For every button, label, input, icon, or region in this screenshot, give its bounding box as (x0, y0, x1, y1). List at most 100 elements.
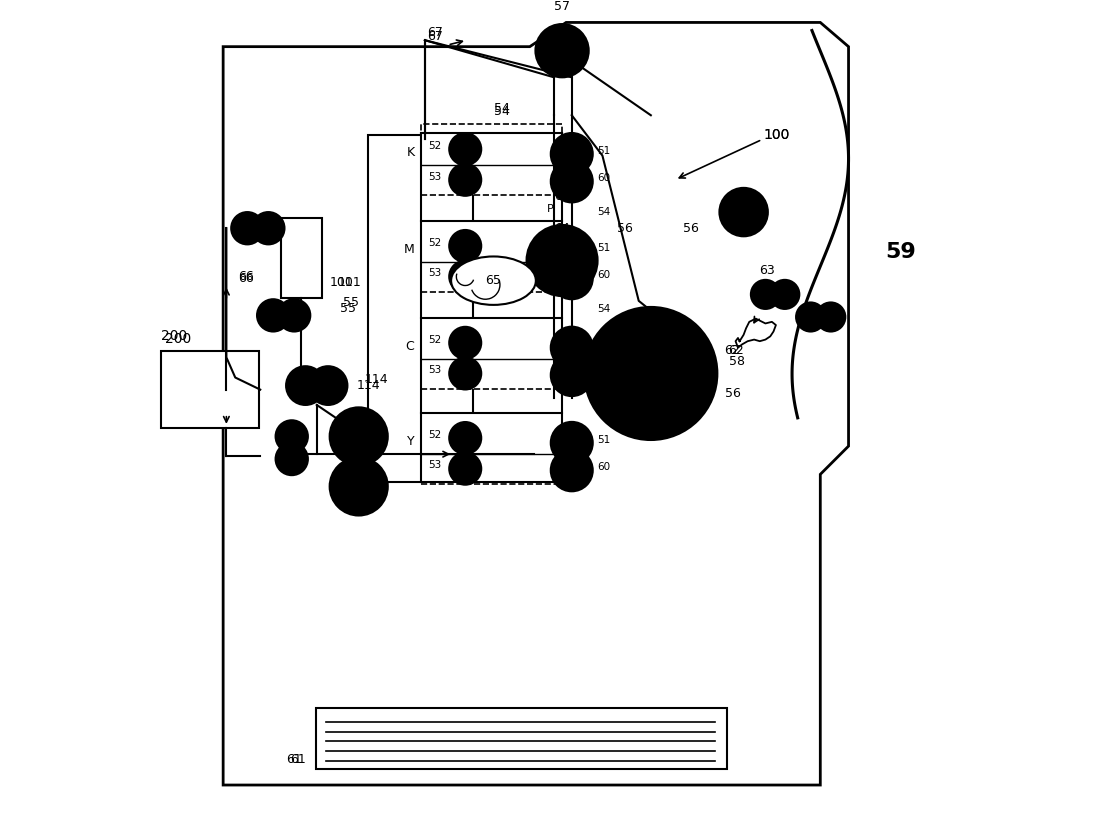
Text: 57: 57 (554, 28, 571, 41)
Text: 51: 51 (597, 146, 611, 155)
Circle shape (276, 420, 308, 452)
Circle shape (253, 212, 285, 245)
Text: 55: 55 (342, 296, 359, 309)
Text: 62: 62 (724, 344, 739, 357)
Circle shape (278, 299, 310, 331)
Bar (421, 221, 562, 292)
Text: 66: 66 (238, 270, 254, 283)
Circle shape (585, 308, 717, 439)
Ellipse shape (451, 257, 536, 305)
Text: 100: 100 (763, 128, 790, 142)
Text: 101: 101 (338, 276, 361, 289)
Text: 54: 54 (597, 207, 611, 217)
Text: 61: 61 (286, 753, 301, 766)
Text: 63: 63 (768, 286, 782, 296)
Circle shape (796, 303, 825, 331)
Text: 64: 64 (554, 222, 570, 235)
Circle shape (535, 24, 588, 78)
Text: 53: 53 (428, 366, 441, 375)
Circle shape (770, 280, 799, 309)
Circle shape (449, 230, 481, 262)
Circle shape (551, 160, 593, 202)
Circle shape (526, 225, 597, 296)
Circle shape (309, 366, 348, 405)
Circle shape (286, 366, 325, 405)
Text: 200: 200 (165, 332, 192, 346)
Text: 67: 67 (427, 26, 442, 39)
Text: 52: 52 (428, 238, 441, 248)
Text: 65: 65 (485, 274, 502, 287)
Circle shape (751, 280, 780, 309)
Text: K: K (407, 146, 414, 159)
Circle shape (449, 357, 481, 389)
Text: 100: 100 (763, 128, 790, 142)
Text: 54: 54 (493, 105, 510, 118)
Text: C: C (406, 339, 414, 353)
Text: 52: 52 (428, 141, 441, 151)
Circle shape (551, 354, 593, 396)
Circle shape (257, 299, 289, 331)
Text: 63: 63 (759, 263, 774, 276)
Circle shape (449, 133, 481, 165)
Circle shape (449, 452, 481, 485)
Text: 60: 60 (597, 270, 611, 280)
Text: 54: 54 (597, 304, 611, 314)
Text: 53: 53 (428, 268, 441, 278)
Circle shape (449, 164, 481, 196)
Bar (421, 124, 562, 196)
Text: M: M (403, 243, 414, 256)
Bar (421, 318, 562, 389)
Text: 62: 62 (728, 344, 743, 357)
Circle shape (449, 422, 481, 454)
Text: 51: 51 (597, 434, 611, 445)
Text: 54: 54 (493, 102, 510, 115)
Text: 55: 55 (340, 303, 357, 316)
Circle shape (551, 449, 593, 492)
Circle shape (551, 422, 593, 464)
Text: 64: 64 (554, 191, 570, 203)
Text: 58: 58 (684, 351, 699, 364)
Text: 56: 56 (684, 222, 699, 235)
Text: 51: 51 (597, 243, 611, 253)
Bar (368, 136, 473, 483)
Text: 53: 53 (428, 461, 441, 470)
Text: 52: 52 (428, 335, 441, 344)
Text: 101: 101 (330, 276, 353, 289)
Text: 60: 60 (597, 462, 611, 472)
Circle shape (232, 212, 264, 245)
Circle shape (551, 133, 593, 175)
Bar (281, 218, 321, 299)
Text: 67: 67 (427, 29, 442, 43)
Circle shape (551, 258, 593, 299)
Text: 57: 57 (554, 0, 571, 13)
Text: P: P (550, 240, 557, 253)
Bar (316, 708, 728, 769)
Text: 114: 114 (366, 374, 389, 386)
Circle shape (330, 407, 388, 465)
Text: 54: 54 (597, 400, 611, 410)
Bar (421, 413, 562, 484)
Text: 52: 52 (428, 429, 441, 440)
Text: 61: 61 (290, 753, 306, 766)
Circle shape (551, 326, 593, 369)
Text: 200: 200 (161, 330, 187, 344)
Circle shape (449, 260, 481, 293)
Bar (161, 351, 259, 428)
Text: 59: 59 (885, 242, 915, 263)
Text: 114: 114 (357, 379, 380, 392)
Text: P: P (547, 204, 554, 213)
Circle shape (330, 457, 388, 515)
Text: 56: 56 (725, 387, 741, 400)
Circle shape (276, 443, 308, 475)
Text: 56: 56 (617, 222, 633, 235)
Circle shape (719, 188, 768, 236)
Text: 60: 60 (597, 366, 611, 377)
Text: Y: Y (407, 434, 414, 447)
Text: 51: 51 (597, 339, 611, 349)
Circle shape (551, 230, 593, 272)
Text: 53: 53 (428, 172, 441, 182)
Text: 60: 60 (597, 173, 611, 183)
Text: 58: 58 (729, 355, 745, 368)
Circle shape (449, 326, 481, 359)
Circle shape (817, 303, 845, 331)
